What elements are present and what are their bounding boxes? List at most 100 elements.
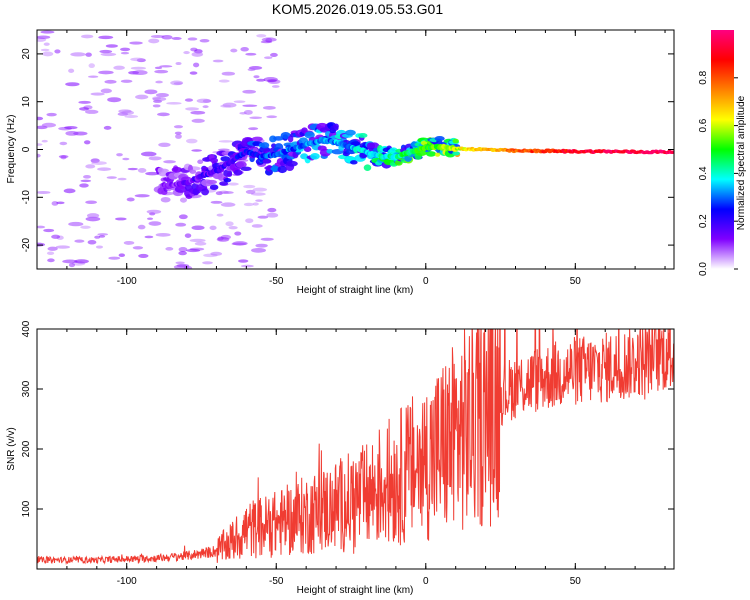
spectrogram-noise-blob (83, 175, 91, 179)
spectrogram-noise-blob (107, 97, 122, 103)
spectrogram-noise-blob (85, 52, 92, 57)
spectrogram-noise-blob (154, 66, 163, 70)
spectrogram-noise-blob (84, 109, 99, 114)
spectrogram-noise-blob (85, 200, 98, 204)
spectrogram-noise-blob (262, 105, 276, 110)
spectrogram-noise-blob (37, 153, 41, 158)
spectrogram-noise-blob (144, 235, 154, 239)
spectrogram-noise-blob (267, 207, 277, 213)
spectrogram-noise-blob (104, 79, 117, 84)
spectrogram-noise-blob (134, 194, 150, 198)
spectrogram-noise-blob (154, 69, 169, 74)
spectrogram-noise-blob (47, 258, 55, 263)
colorbar-label: Normalized spectral amplitude (736, 95, 747, 230)
spectrogram-noise-blob (80, 225, 91, 229)
colorbar-tick-label: 0.2 (698, 214, 709, 228)
spectrogram-noise-blob (37, 143, 43, 146)
spectrogram-noise-blob (209, 225, 217, 231)
spectrogram-x-tick-label: 50 (570, 276, 582, 287)
spectrogram-noise-blob (245, 52, 257, 56)
spectrogram-cell (244, 137, 254, 142)
spectrogram-noise-blob (114, 217, 127, 221)
spectrogram-noise-blob (251, 224, 263, 228)
spectrogram-noise-blob (132, 70, 148, 76)
spectrogram-noise-blob (217, 236, 224, 241)
spectrogram-noise-blob (55, 245, 71, 249)
spectrogram-noise-blob (266, 79, 277, 83)
spectrogram-noise-blob (271, 85, 280, 88)
spectrogram-noise-blob (144, 89, 158, 95)
spectrogram-noise-blob (158, 142, 171, 147)
spectrogram-noise-blob (173, 125, 184, 129)
spectrogram-noise-blob (56, 201, 65, 205)
spectrogram-noise-blob (175, 61, 182, 66)
spectrogram-noise-blob (210, 251, 223, 256)
spectrogram-noise-blob (250, 192, 266, 196)
spectrogram-noise-blob (106, 176, 117, 179)
colorbar-ticks: 0.0 0.2 0.4 0.6 0.8 (698, 70, 738, 276)
spectrogram-cell (426, 151, 437, 157)
spectrogram-noise-blob (243, 184, 256, 189)
spectrogram-noise-blob (148, 156, 162, 161)
spectrogram-noise-blob (79, 183, 89, 188)
spectrogram-noise-blob (79, 107, 90, 111)
spectrogram-noise-blob (266, 115, 278, 119)
spectrogram-noise-blob (140, 151, 157, 157)
spectrogram-noise-blob (40, 48, 50, 52)
spectrogram-y-tick-label: -20 (21, 237, 32, 252)
spectrogram-noise-blob (251, 247, 267, 253)
spectrogram-noise-blob (232, 241, 248, 246)
spectrogram-noise-blob (202, 261, 213, 265)
spectrogram-noise-blob (148, 38, 160, 44)
spectrogram-noise-blob (249, 116, 263, 120)
spectrogram-noise-blob (256, 78, 266, 82)
spectrogram-noise-blob (193, 62, 200, 68)
spectrogram-noise-blob (189, 238, 206, 243)
spectrogram-cell (192, 188, 200, 196)
snr-series-line (37, 329, 674, 566)
spectrogram-noise-blob (171, 37, 182, 40)
spectrogram-noise-blob (163, 160, 176, 164)
spectrogram-noise-blob (155, 93, 169, 98)
spectrogram-noise-blob (70, 52, 86, 57)
spectrogram-noise-blob (242, 104, 258, 107)
snr-y-tick-label: 200 (21, 440, 32, 457)
spectrogram-cell (363, 164, 372, 171)
spectrogram-cell (287, 135, 294, 143)
spectrogram-noise-blob (138, 253, 149, 258)
spectrogram-noise-blob (221, 71, 236, 76)
spectrogram-noise-blob (63, 188, 76, 194)
spectrogram-noise-blob (191, 51, 204, 57)
spectrogram-noise-blob (248, 127, 259, 131)
spectrogram-noise-blob (234, 231, 242, 236)
spectrogram-noise-blob (175, 134, 182, 139)
spectrogram-noise-blob (37, 116, 44, 121)
snr-y-axis: 100 200 300 400 (21, 320, 674, 517)
spectrogram-cell (262, 159, 272, 164)
spectrogram-noise-blob (41, 139, 48, 143)
spectrogram-cell (171, 166, 183, 173)
spectrogram-noise-blob (173, 82, 183, 85)
spectrogram-x-tick-label: 0 (423, 276, 429, 287)
colorbar (711, 30, 734, 269)
spectrogram-noise-blob (41, 122, 56, 128)
chart-title: KOM5.2026.019.05.53.G01 (271, 1, 444, 17)
spectrogram-noise-blob (122, 157, 130, 161)
spectrogram-noise-blob (90, 92, 105, 96)
spectrogram-cell (434, 152, 441, 157)
spectrogram-noise-blob (242, 89, 257, 94)
spectrogram-noise-blob (230, 48, 238, 53)
spectrogram-noise-blob (210, 200, 223, 204)
spectrogram-x-tick-label: -50 (269, 276, 284, 287)
spectrogram-noise-blob (270, 52, 278, 58)
spectrogram-noise-blob (189, 71, 198, 75)
spectrogram-noise-blob (260, 237, 274, 241)
spectrogram-noise-blob (68, 221, 84, 227)
snr-x-tick-label: -100 (117, 576, 137, 587)
spectrogram-cell (209, 184, 219, 190)
spectrogram-noise-blob (68, 68, 75, 73)
spectrogram-noise-blob (157, 112, 170, 117)
spectrogram-noise-blob (65, 82, 80, 87)
spectrogram-noise-blob (185, 138, 198, 144)
spectrogram-noise-blob (155, 232, 171, 237)
